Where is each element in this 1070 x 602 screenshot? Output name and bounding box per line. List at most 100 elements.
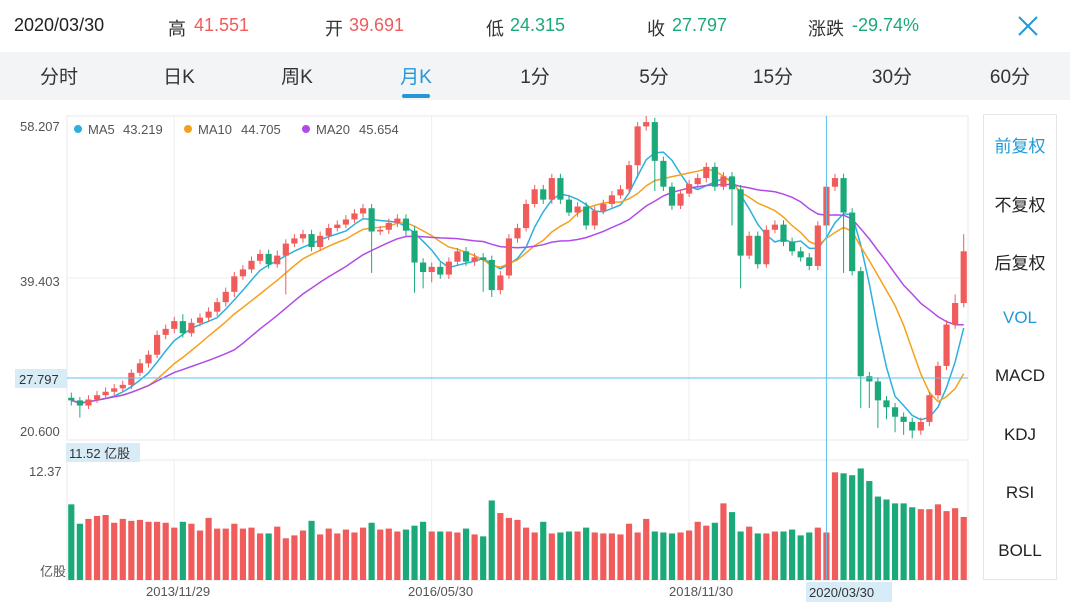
volume-bar: [857, 468, 864, 580]
candle-body: [385, 222, 392, 230]
volume-bar: [196, 530, 204, 580]
volume-bar: [651, 531, 658, 580]
volume-bar: [600, 533, 607, 580]
volume-bar: [686, 530, 693, 580]
candle-body: [625, 165, 633, 190]
quote-header: 2020/03/30 高 41.551 开 39.691 低 24.315 收 …: [0, 0, 1070, 52]
menu-forward-adjusted[interactable]: 前复权: [994, 137, 1046, 156]
ma10-legend-dot: [184, 125, 192, 133]
candle-body: [531, 189, 538, 204]
candle-body: [205, 311, 212, 318]
x-tick-label-1: 2013/11/29: [146, 584, 210, 599]
tab-monthly-k[interactable]: 月K: [400, 67, 432, 88]
candle-body: [171, 321, 178, 329]
tab-5min[interactable]: 5分: [639, 67, 669, 88]
candle-body: [694, 178, 701, 185]
indicator-side-menu: 前复权 不复权 后复权 VOL MACD KDJ RSI BOLL: [983, 114, 1057, 580]
candle-body: [325, 228, 332, 236]
ma10-line: [71, 168, 965, 404]
period-tabs: 分时 日K 周K 月K 1分 5分 15分 30分 60分: [0, 52, 1070, 100]
volume-bar: [462, 528, 470, 580]
candle-body: [231, 276, 238, 292]
volume-bar: [102, 515, 109, 580]
ma5-legend-value: 43.219: [123, 122, 163, 137]
volume-bar: [583, 527, 590, 580]
volume-bar: [849, 475, 856, 580]
x-tick-label-2: 2016/05/30: [408, 584, 473, 599]
candle-body: [728, 176, 736, 190]
candle-body: [196, 317, 204, 323]
tab-30min[interactable]: 30分: [871, 67, 913, 88]
candle-body: [428, 266, 435, 272]
ma-lines: [71, 151, 965, 421]
candle-body: [154, 334, 161, 355]
volume-bar: [351, 532, 358, 580]
candle-body: [909, 421, 916, 431]
volume-bar: [188, 523, 195, 580]
menu-vol[interactable]: VOL: [1002, 308, 1038, 327]
tab-1min[interactable]: 1分: [520, 67, 550, 88]
ma20-line: [71, 183, 964, 404]
candle-body: [952, 303, 959, 325]
candle-body: [377, 229, 384, 232]
volume-bar: [274, 526, 281, 580]
candle-body: [591, 210, 598, 226]
candle-body: [214, 302, 221, 312]
candle-body: [600, 203, 607, 211]
menu-kdj[interactable]: KDJ: [1003, 425, 1037, 444]
volume-bar: [643, 518, 650, 580]
volume-bar: [608, 533, 615, 580]
candle-body: [866, 376, 873, 382]
candle-body: [102, 391, 109, 396]
candle-body: [754, 235, 761, 265]
high-value: 41.551: [194, 15, 250, 35]
candle-body: [334, 224, 341, 229]
menu-boll[interactable]: BOLL: [998, 541, 1042, 560]
change-label: 涨跌: [808, 19, 844, 39]
volume-bar: [428, 531, 435, 580]
candle-body: [488, 259, 495, 291]
tab-weekly-k[interactable]: 周K: [281, 67, 313, 88]
volume-bar: [565, 531, 573, 580]
candle-body: [634, 126, 641, 166]
tab-15min[interactable]: 15分: [752, 67, 794, 88]
candle-body: [789, 241, 796, 252]
volume-bar: [660, 532, 667, 580]
candle-body: [874, 381, 881, 401]
volume-bar: [231, 523, 238, 580]
menu-macd[interactable]: MACD: [994, 366, 1046, 385]
tab-daily-k[interactable]: 日K: [163, 67, 195, 88]
ma5-line: [71, 151, 965, 421]
candle-body: [317, 235, 324, 248]
menu-backward-adjusted[interactable]: 后复权: [994, 254, 1046, 273]
volume-bar: [248, 527, 255, 580]
volume-bar: [909, 507, 916, 580]
ma20-legend-dot: [302, 125, 310, 133]
volume-bar: [806, 532, 813, 580]
menu-unadjusted[interactable]: 不复权: [994, 196, 1046, 215]
volume-bar: [119, 518, 126, 580]
volume-bar: [282, 538, 289, 580]
volume-bar: [505, 517, 513, 580]
tab-intraday[interactable]: 分时: [39, 67, 78, 88]
volume-bar: [497, 513, 504, 580]
volume-bar: [771, 531, 779, 580]
high-label: 高: [168, 19, 186, 39]
volume-bar: [531, 532, 538, 580]
volume-bar: [145, 521, 152, 580]
candle-body: [188, 322, 195, 334]
candle-body: [711, 166, 718, 187]
candle-body: [540, 189, 547, 200]
kline-chart[interactable]: 58.207 39.403 20.600 27.797 11.52 亿股 12.…: [0, 0, 980, 602]
volume-bar: [162, 522, 169, 580]
candle-body: [265, 253, 272, 265]
volume-bar: [68, 504, 75, 580]
date-tag-bg: [806, 582, 892, 602]
close-icon[interactable]: [1016, 14, 1040, 38]
volume-bar: [128, 520, 135, 580]
menu-rsi[interactable]: RSI: [1005, 483, 1035, 502]
volume-bar: [917, 509, 924, 580]
tab-60min[interactable]: 60分: [989, 67, 1031, 88]
volume-bar: [883, 499, 890, 580]
candle-body: [239, 269, 246, 277]
